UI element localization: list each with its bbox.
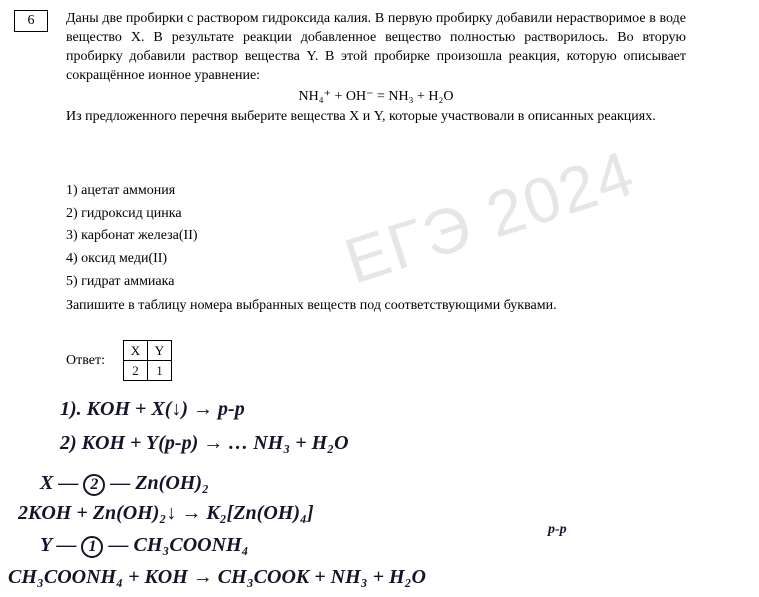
option-2: 2) гидроксид цинка	[66, 203, 198, 225]
answer-header-y: Y	[147, 341, 171, 361]
option-5: 5) гидрат аммиака	[66, 271, 198, 293]
option-3: 3) карбонат железа(II)	[66, 225, 198, 247]
question-number-box: 6	[14, 10, 48, 32]
paragraph-1: Даны две пробирки с раствором гидроксида…	[66, 10, 686, 86]
answer-table: X Y 2 1	[123, 340, 172, 381]
hw-x-prefix: X —	[40, 472, 78, 494]
answer-value-x: 2	[123, 361, 147, 381]
handwriting-line-1: 1). KOH + X(↓) → p‑p	[60, 398, 245, 421]
handwriting-line-6: CH₃COONH₄ + KOH → CH₃COOK + NH₃ + H₂O	[8, 566, 426, 589]
hw-y-prefix: Y —	[40, 534, 76, 556]
answer-label: Ответ:	[66, 353, 105, 369]
page: { "question_number": "6", "paragraph1": …	[0, 0, 759, 597]
option-1: 1) ацетат аммония	[66, 180, 198, 202]
options-list: 1) ацетат аммония 2) гидроксид цинка 3) …	[66, 180, 198, 293]
hw-circle-1: 1	[81, 536, 103, 558]
paragraph-2: Из предложенного перечня выберите вещест…	[66, 108, 686, 127]
instruction-text: Запишите в таблицу номера выбранных веще…	[66, 298, 686, 314]
hw-circle-2: 2	[83, 474, 105, 496]
option-4: 4) оксид меди(II)	[66, 248, 198, 270]
answer-row: Ответ: X Y 2 1	[66, 340, 172, 381]
ionic-equation: NH₄⁺ + OH⁻ = NH₃ + H₂O	[66, 88, 686, 107]
handwriting-line-4: 2KOH + Zn(OH)₂↓ → K₂[Zn(OH)₄]	[18, 502, 314, 525]
answer-header-x: X	[123, 341, 147, 361]
handwriting-line-3: X — 2 — Zn(OH)₂	[40, 472, 209, 496]
handwriting-line-4-sub: р‑р	[548, 522, 567, 538]
hw-x-formula: — Zn(OH)₂	[110, 472, 209, 494]
question-body: Даны две пробирки с раствором гидроксида…	[66, 10, 686, 127]
hw-y-formula: — CH₃COONH₄	[108, 534, 248, 556]
watermark: ЕГЭ 2024	[336, 136, 644, 299]
handwriting-line-5: Y — 1 — CH₃COONH₄	[40, 534, 249, 558]
answer-value-y: 1	[147, 361, 171, 381]
handwriting-line-2: 2) KOH + Y(р‑р) → … NH₃ + H₂O	[60, 432, 349, 455]
